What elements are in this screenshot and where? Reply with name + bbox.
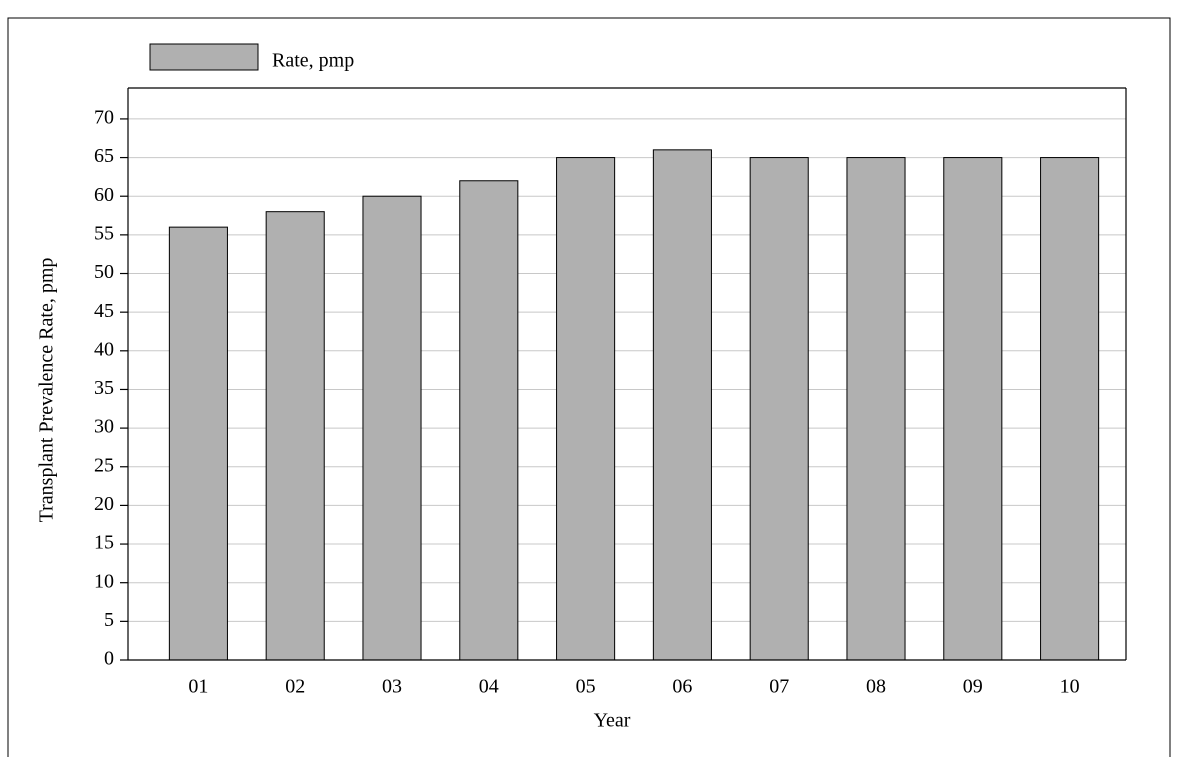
y-tick-label: 25: [94, 454, 114, 476]
y-tick-label: 20: [94, 493, 114, 515]
y-axis-title: Transplant Prevalence Rate, pmp: [36, 258, 58, 523]
bar: [459, 180, 519, 661]
bar: [265, 211, 325, 661]
bar: [362, 195, 422, 661]
y-tick-label: 45: [94, 300, 114, 322]
x-tick-label: 01: [188, 676, 208, 698]
bar: [652, 149, 712, 661]
x-tick-label: 02: [285, 676, 305, 698]
frame: [7, 17, 1171, 757]
bar: [943, 157, 1003, 661]
bar: [1040, 157, 1100, 661]
y-tick-label: 50: [94, 261, 114, 283]
y-tick-label: 15: [94, 532, 114, 554]
x-tick-label: 07: [769, 676, 789, 698]
x-tick-label: 03: [382, 676, 402, 698]
bar: [749, 157, 809, 661]
x-tick-label: 09: [963, 676, 983, 698]
y-tick-label: 5: [104, 609, 114, 631]
y-tick-label: 70: [94, 107, 114, 129]
y-tick-label: 0: [104, 648, 114, 670]
bar: [556, 157, 616, 661]
x-tick-label: 08: [866, 676, 886, 698]
legend-swatch: [149, 43, 259, 71]
x-tick-label: 04: [479, 676, 499, 698]
y-tick-label: 30: [94, 416, 114, 438]
y-tick-label: 10: [94, 570, 114, 592]
y-tick-label: 35: [94, 377, 114, 399]
legend-label: Rate, pmp: [272, 50, 354, 72]
y-tick-label: 65: [94, 145, 114, 167]
x-tick-label: 05: [576, 676, 596, 698]
bar: [168, 226, 228, 661]
y-tick-label: 60: [94, 184, 114, 206]
bar: [846, 157, 906, 661]
y-tick-label: 55: [94, 222, 114, 244]
y-tick-label: 40: [94, 338, 114, 360]
x-tick-label: 06: [672, 676, 692, 698]
x-axis-title: Year: [594, 710, 631, 732]
x-tick-label: 10: [1060, 676, 1080, 698]
